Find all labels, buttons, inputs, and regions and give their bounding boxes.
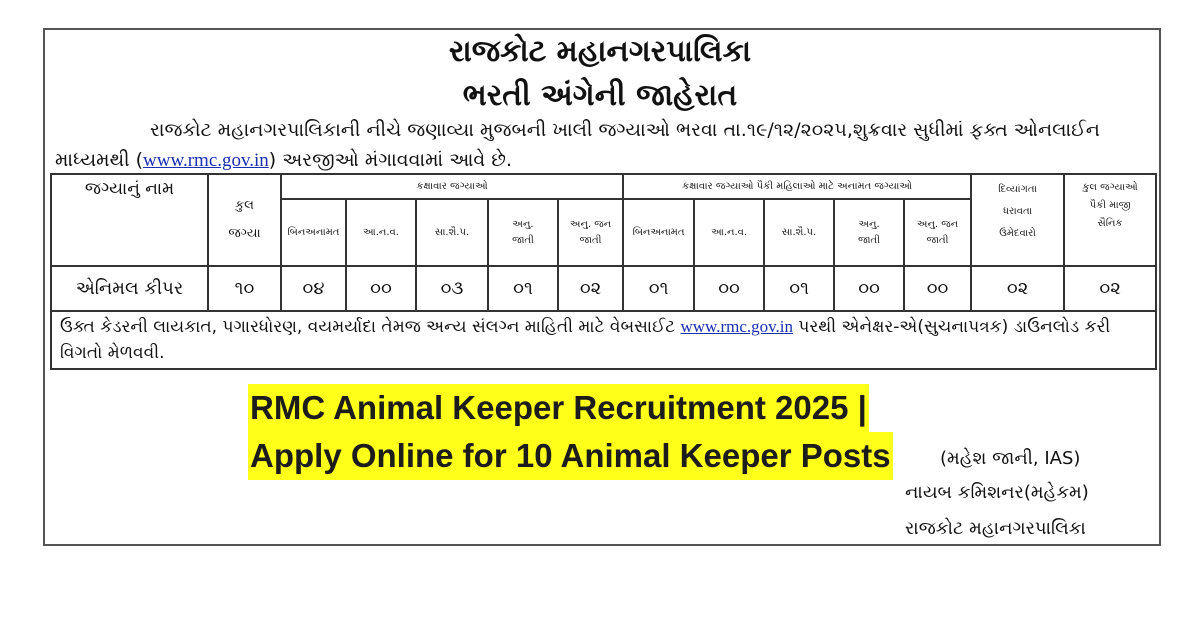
cell: ૦૩ <box>415 265 489 312</box>
cell: ૦૧ <box>763 265 836 312</box>
header-disabled: દિવ્યાંગતા ધરાવતા ઉમેદવારો <box>970 173 1066 267</box>
intro-paragraph: રાજકોટ મહાનગરપાલિકાની નીચે જણાવ્યા મુજબન… <box>55 115 1145 176</box>
subheader: અનુ. જન જાતી <box>556 198 625 267</box>
footer-text-end: પરથી એનેક્ષર-એ(સુચનાપત્રક) ડાઉનલોડ કરી વ… <box>60 317 1111 363</box>
signatory-name: (મહેશ જાની, IAS) <box>940 448 1081 469</box>
cell: ૦૦ <box>903 265 973 312</box>
header-post-name: જગ્યાનું નામ <box>50 173 209 267</box>
cell: ૦૪ <box>280 265 347 312</box>
notice-title: રાજકોટ મહાનગરપાલિકા <box>448 34 752 69</box>
cell: ૦૦ <box>345 265 417 312</box>
intro-text: રાજકોટ મહાનગરપાલિકાની નીચે જણાવ્યા મુજબન… <box>55 119 1100 171</box>
header-ex-servicemen: કુલ જગ્યાઓ પૈકી માજી સૈનિક <box>1063 173 1158 267</box>
subheader: અનુ. જાતી <box>833 198 906 267</box>
vacancy-table: જગ્યાનું નામ કુલ જગ્યા કક્ષાવાર જગ્યાઓ ક… <box>49 173 1158 370</box>
cell: ૦૨ <box>556 265 625 312</box>
notice-border <box>43 28 1161 546</box>
headline-line2: Apply Online for 10 Animal Keeper Posts <box>248 432 893 480</box>
subheader: સા.શૈ.પ. <box>415 198 489 267</box>
header-total: કુલ જગ્યા <box>207 173 282 267</box>
subheader: સા.શૈ.પ. <box>763 198 836 267</box>
table-footer-note: ઉક્ત કેડરની લાયકાત, પગારધોરણ, વયમર્યાદા … <box>49 310 1158 370</box>
notice-subtitle: ભરતી અંગેની જાહેરાત <box>462 78 738 113</box>
rmc-link[interactable]: www.rmc.gov.in <box>143 150 269 171</box>
footer-text: ઉક્ત કેડરની લાયકાત, પગારધોરણ, વયમર્યાદા … <box>60 317 681 337</box>
cell-disabled: ૦૨ <box>970 265 1066 312</box>
cell: ૦૧ <box>622 265 696 312</box>
cell-total: ૧૦ <box>207 265 282 312</box>
cell-ex-servicemen: ૦૨ <box>1063 265 1158 312</box>
intro-text-end: ) અરજીઓ મંગાવવામાં આવે છે. <box>268 149 513 171</box>
subheader: આ.ન.વ. <box>345 198 417 267</box>
table-row: એનિમલ કીપર ૧૦ ૦૪ ૦૦ ૦૩ ૦૧ ૦૨ ૦૧ ૦૦ ૦૧ ૦૦… <box>50 265 1158 312</box>
cell: ૦૦ <box>693 265 766 312</box>
subheader: અનુ. જન જાતી <box>903 198 973 267</box>
cell-post: એનિમલ કીપર <box>50 265 209 312</box>
headline-line1: RMC Animal Keeper Recruitment 2025 | <box>248 384 869 432</box>
cell: ૦૧ <box>487 265 559 312</box>
signatory-org: રાજકોટ મહાનગરપાલિકા <box>905 518 1086 539</box>
header-women-group: કક્ષાવાર જગ્યાઓ પૈકી મહિલાઓ માટે અનામત જ… <box>622 173 973 200</box>
signatory-designation: નાયબ કમિશનર(મહેકમ) <box>905 482 1089 503</box>
cell: ૦૦ <box>833 265 906 312</box>
subheader: આ.ન.વ. <box>693 198 766 267</box>
footer-rmc-link[interactable]: www.rmc.gov.in <box>680 317 794 336</box>
header-category-group: કક્ષાવાર જગ્યાઓ <box>279 173 625 200</box>
subheader: બિનઅનામત <box>280 198 347 267</box>
subheader: અનુ. જાતી <box>487 198 559 267</box>
subheader: બિનઅનામત <box>622 198 696 267</box>
